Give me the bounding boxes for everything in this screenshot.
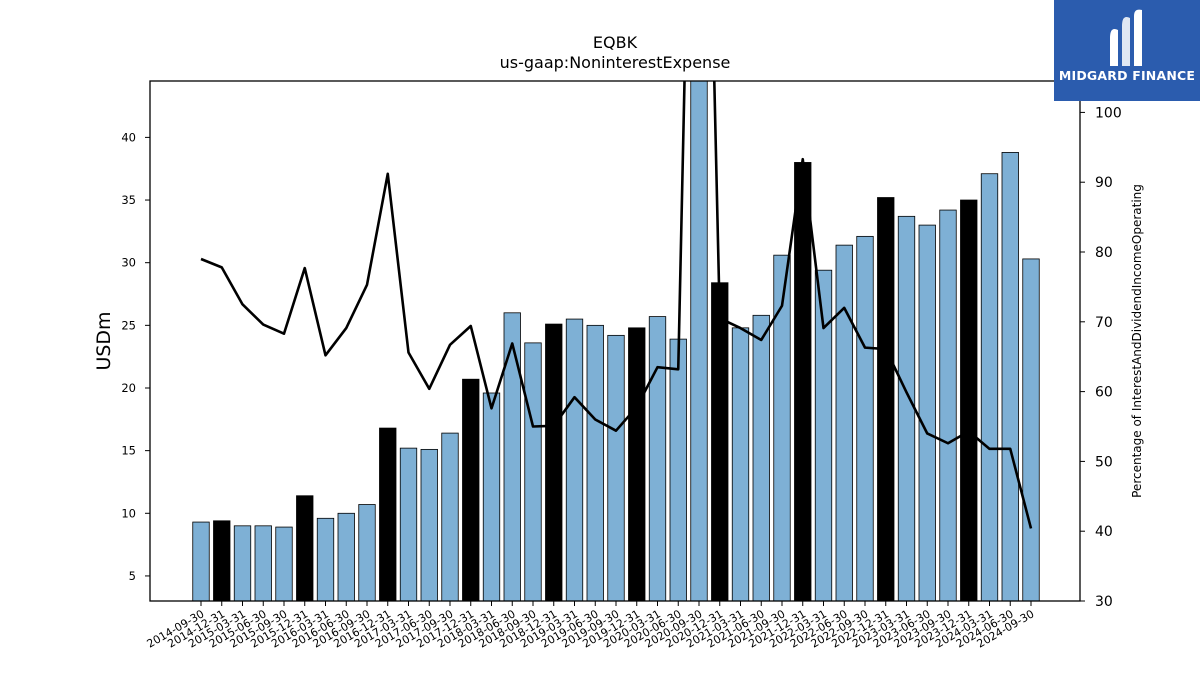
- y2-tick-label: 80: [1095, 245, 1113, 261]
- bar: [628, 327, 646, 601]
- y2-tick-label: 90: [1095, 175, 1113, 191]
- bar: [897, 215, 916, 601]
- y-tick-label: 15: [121, 444, 136, 458]
- y2-tick-label: 60: [1095, 385, 1113, 401]
- y2-axis-label: Percentage of InterestAndDividendIncomeO…: [1130, 184, 1144, 498]
- y2-tick-label: 70: [1095, 315, 1113, 331]
- chart-subtitle: us-gaap:NoninterestExpense: [500, 53, 731, 72]
- bar: [1022, 258, 1040, 601]
- bar: [669, 338, 687, 601]
- bar: [752, 314, 770, 601]
- bar: [462, 378, 480, 601]
- bar: [441, 432, 459, 601]
- bar: [731, 327, 750, 601]
- y2-tick-label: 30: [1095, 594, 1113, 610]
- bar: [565, 318, 584, 601]
- bar: [213, 520, 231, 601]
- y-tick-label: 20: [121, 381, 136, 395]
- y-tick-label: 25: [121, 318, 136, 332]
- bar: [980, 173, 999, 601]
- bar: [192, 521, 210, 601]
- y2-tick-label: 100: [1095, 105, 1122, 121]
- bar: [918, 224, 936, 601]
- bar: [379, 427, 397, 601]
- plot-frame: [149, 80, 1081, 602]
- bar: [648, 316, 667, 601]
- bar: [337, 512, 355, 601]
- bar-series: [192, 81, 1040, 601]
- y-tick-label: 10: [121, 506, 136, 520]
- chart-title: EQBK: [593, 33, 638, 52]
- y2-tick-label: 50: [1095, 454, 1113, 470]
- bar: [503, 312, 521, 601]
- y-tick-label: 30: [121, 256, 136, 270]
- brand-logo: MIDGARD FINANCE: [1054, 0, 1200, 101]
- bar: [482, 392, 501, 601]
- bar: [1001, 152, 1019, 601]
- y-tick-label: 5: [129, 569, 136, 583]
- bar: [607, 334, 625, 601]
- bar: [794, 162, 812, 601]
- bar: [420, 448, 438, 601]
- bar: [814, 269, 833, 601]
- brand-name: MIDGARD FINANCE: [1058, 68, 1196, 83]
- bar: [939, 209, 957, 601]
- bar: [358, 504, 376, 601]
- line-series: [200, 81, 1033, 529]
- y-tick-label: 35: [121, 193, 136, 207]
- bar: [254, 525, 272, 601]
- y2-axis: 30 40 50 60 70 80 90 100: [1080, 105, 1122, 610]
- midgard-logo-icon: [1110, 9, 1142, 67]
- bar: [545, 323, 563, 601]
- bar: [399, 447, 418, 601]
- bar: [711, 282, 729, 601]
- bar: [877, 197, 895, 601]
- y-axis: 5 10 15 20 25 30 35 40: [121, 130, 150, 583]
- bar: [233, 525, 252, 601]
- bar: [296, 495, 314, 601]
- bar: [690, 81, 708, 601]
- x-axis: 2014-09-302014-12-312015-03-312015-06-30…: [145, 601, 1037, 651]
- line-path: [200, 81, 1033, 529]
- bar: [316, 517, 335, 601]
- y-axis-label: USDm: [93, 311, 115, 370]
- y2-tick-label: 40: [1095, 524, 1113, 540]
- bar: [275, 526, 293, 601]
- bar: [856, 235, 874, 601]
- bar: [524, 342, 542, 601]
- y-tick-label: 40: [121, 130, 136, 144]
- bar: [960, 199, 978, 601]
- bar: [586, 324, 604, 601]
- bar: [835, 244, 853, 601]
